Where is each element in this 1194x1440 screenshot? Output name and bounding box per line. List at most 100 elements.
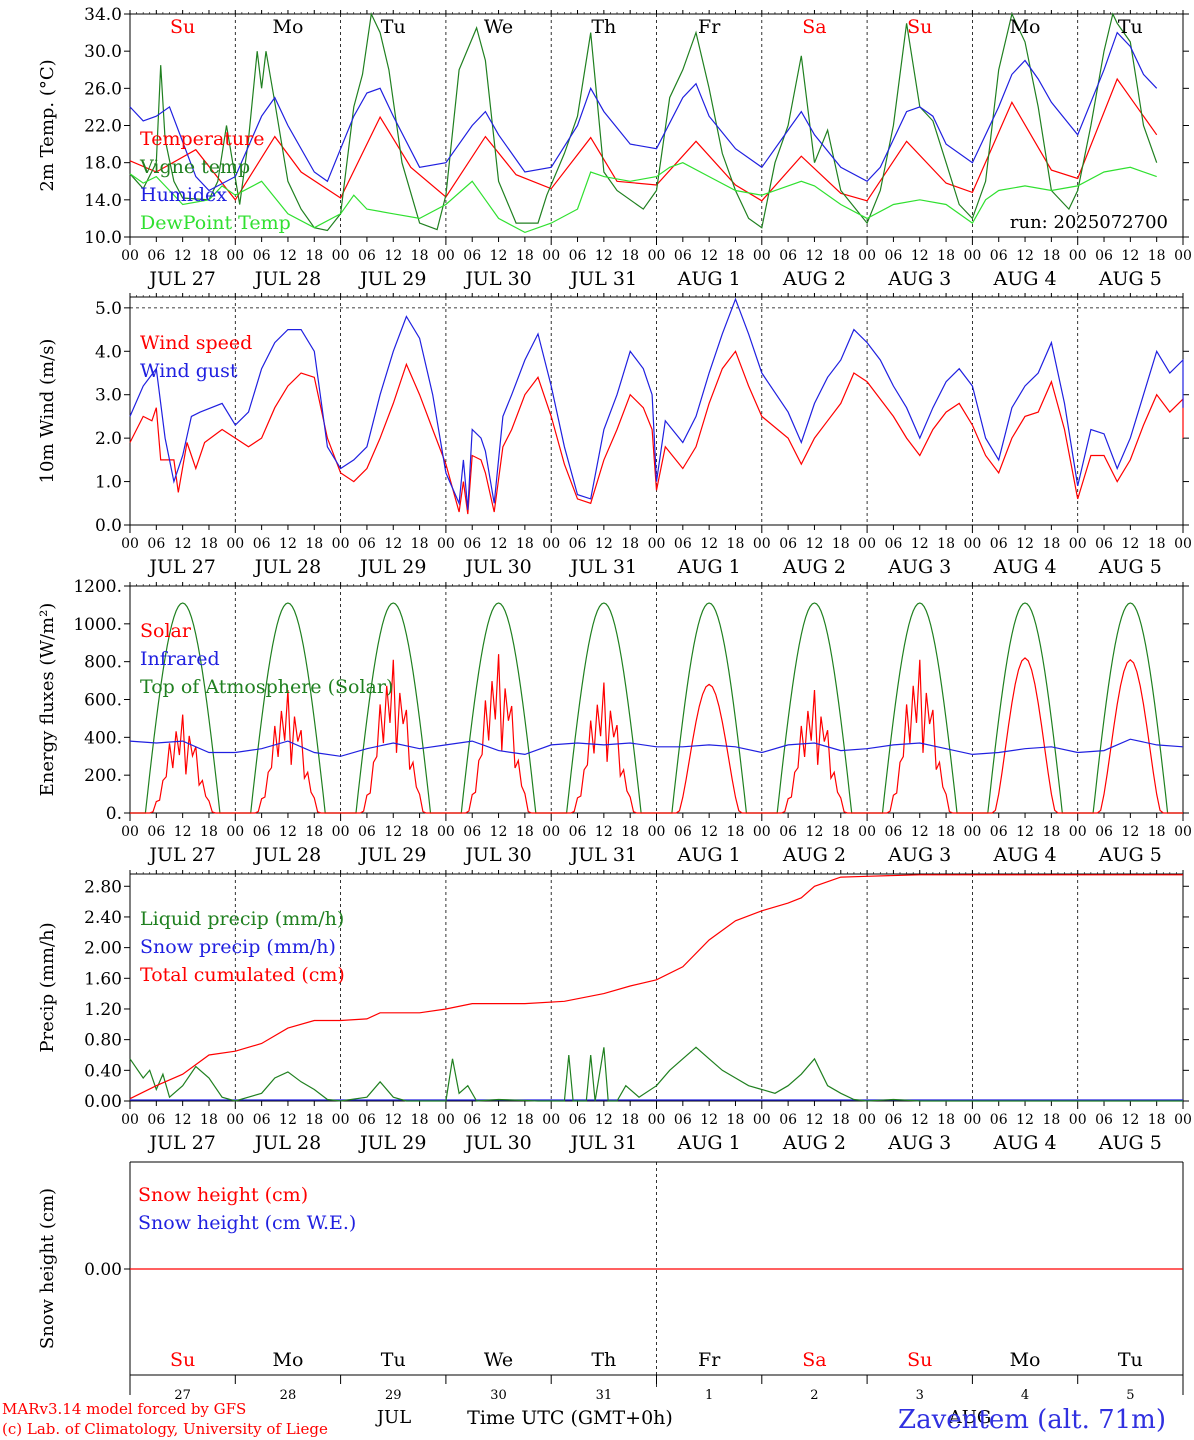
series-line-total-cumulated-cm	[129, 874, 1183, 1100]
y-tick-label: 2.40	[84, 908, 122, 928]
legend-entry: DewPoint Temp	[140, 212, 291, 234]
hour-tick-label: 06	[147, 1112, 165, 1128]
hour-tick-label: 18	[727, 1112, 745, 1128]
legend-entry: Wind gust	[140, 360, 238, 382]
y-tick-label: 200.	[84, 766, 122, 786]
date-label: AUG 2	[782, 1132, 846, 1154]
hour-tick-label: 18	[1148, 536, 1166, 552]
bottom-day-name: Sa	[802, 1349, 826, 1371]
day-name-label: Th	[591, 16, 616, 38]
date-label: AUG 2	[782, 556, 846, 578]
hour-tick-label: 06	[569, 824, 587, 840]
y-tick-label: 400.	[84, 728, 122, 748]
hour-tick-label: 00	[858, 1112, 876, 1128]
date-label: AUG 4	[993, 844, 1057, 866]
y-tick-label: 34.0	[84, 5, 122, 25]
hour-tick-label: 06	[569, 1112, 587, 1128]
hour-tick-label: 00	[1174, 536, 1192, 552]
y-axis-label: Precip (mm/h)	[37, 922, 58, 1052]
date-label: AUG 4	[993, 268, 1057, 290]
date-label: AUG 5	[1098, 556, 1162, 578]
y-tick-label: 1000.	[73, 615, 122, 635]
hour-tick-label: 00	[332, 536, 350, 552]
bottom-day-name: Fr	[698, 1349, 721, 1371]
legend-entry: Infrared	[140, 648, 220, 670]
hour-tick-label: 06	[253, 1112, 271, 1128]
series-line-wind-speed	[129, 350, 1184, 515]
hour-tick-label: 00	[332, 824, 350, 840]
hour-tick-label: 06	[674, 248, 692, 264]
hour-tick-label: 06	[463, 1112, 481, 1128]
day-name-label: Su	[907, 16, 932, 38]
bottom-day-name: Su	[907, 1349, 932, 1371]
hour-tick-label: 12	[806, 248, 824, 264]
bottom-day-number: 4	[1021, 1388, 1029, 1403]
hour-tick-label: 18	[832, 248, 850, 264]
hour-tick-label: 18	[411, 824, 429, 840]
hour-tick-label: 12	[174, 1112, 192, 1128]
y-tick-label: 0.00	[84, 1092, 122, 1112]
date-label: AUG 5	[1098, 844, 1162, 866]
bottom-day-name: Tu	[381, 1349, 406, 1371]
hour-tick-label: 12	[384, 824, 402, 840]
hour-tick-label: 06	[990, 824, 1008, 840]
hour-tick-label: 00	[648, 248, 666, 264]
hour-tick-label: 12	[1121, 824, 1139, 840]
y-tick-label: 0.00	[84, 1260, 122, 1280]
bottom-day-name: Th	[591, 1349, 616, 1371]
hour-tick-label: 12	[911, 248, 929, 264]
date-label: AUG 1	[677, 1132, 741, 1154]
y-tick-label: 26.0	[84, 79, 122, 99]
bottom-day-name: Mo	[1010, 1349, 1041, 1371]
hour-tick-label: 12	[279, 824, 297, 840]
y-tick-label: 22.0	[84, 117, 122, 137]
hour-tick-label: 00	[1174, 1112, 1192, 1128]
hour-tick-label: 12	[1121, 536, 1139, 552]
hour-tick-label: 18	[305, 824, 323, 840]
y-tick-label: 2.0	[95, 429, 122, 449]
hour-tick-label: 12	[1121, 248, 1139, 264]
hour-tick-label: 12	[700, 1112, 718, 1128]
hour-tick-label: 18	[1148, 248, 1166, 264]
hour-tick-label: 12	[595, 536, 613, 552]
legend-entry: Total cumulated (cm)	[140, 964, 345, 986]
hour-tick-label: 12	[174, 248, 192, 264]
series-line-vigne-temp	[129, 11, 1158, 232]
bottom-day-number: 2	[810, 1388, 818, 1403]
hour-tick-label: 12	[911, 536, 929, 552]
hour-tick-label: 06	[1095, 824, 1113, 840]
hour-tick-label: 18	[832, 536, 850, 552]
date-label: AUG 1	[677, 556, 741, 578]
hour-tick-label: 00	[121, 248, 139, 264]
day-name-label: Fr	[698, 16, 721, 38]
hour-tick-label: 12	[490, 1112, 508, 1128]
hour-tick-label: 18	[832, 824, 850, 840]
legend-entry: Snow height (cm)	[138, 1184, 308, 1206]
y-tick-label: 1200.	[73, 577, 122, 597]
hour-tick-label: 06	[779, 824, 797, 840]
hour-tick-label: 00	[437, 1112, 455, 1128]
hour-tick-label: 00	[542, 824, 560, 840]
hour-tick-label: 00	[1069, 536, 1087, 552]
run-label: run: 2025072700	[1010, 212, 1168, 233]
day-name-label: Tu	[381, 16, 406, 38]
hour-tick-label: 06	[358, 824, 376, 840]
hour-tick-label: 00	[121, 824, 139, 840]
hour-tick-label: 06	[885, 824, 903, 840]
hour-tick-label: 00	[332, 1112, 350, 1128]
y-tick-label: 800.	[84, 653, 122, 673]
day-name-label: Su	[170, 16, 195, 38]
hour-tick-label: 12	[806, 1112, 824, 1128]
legend-entry: Snow precip (mm/h)	[140, 936, 336, 958]
hour-tick-label: 06	[463, 248, 481, 264]
date-label: AUG 3	[887, 844, 951, 866]
y-tick-label: 10.0	[84, 228, 122, 248]
y-tick-label: 14.0	[84, 191, 122, 211]
hour-tick-label: 18	[200, 248, 218, 264]
hour-tick-label: 06	[1095, 1112, 1113, 1128]
hour-tick-label: 18	[516, 248, 534, 264]
hour-tick-label: 18	[937, 248, 955, 264]
hour-tick-label: 12	[490, 824, 508, 840]
hour-tick-label: 18	[1042, 1112, 1060, 1128]
date-label: AUG 1	[677, 268, 741, 290]
